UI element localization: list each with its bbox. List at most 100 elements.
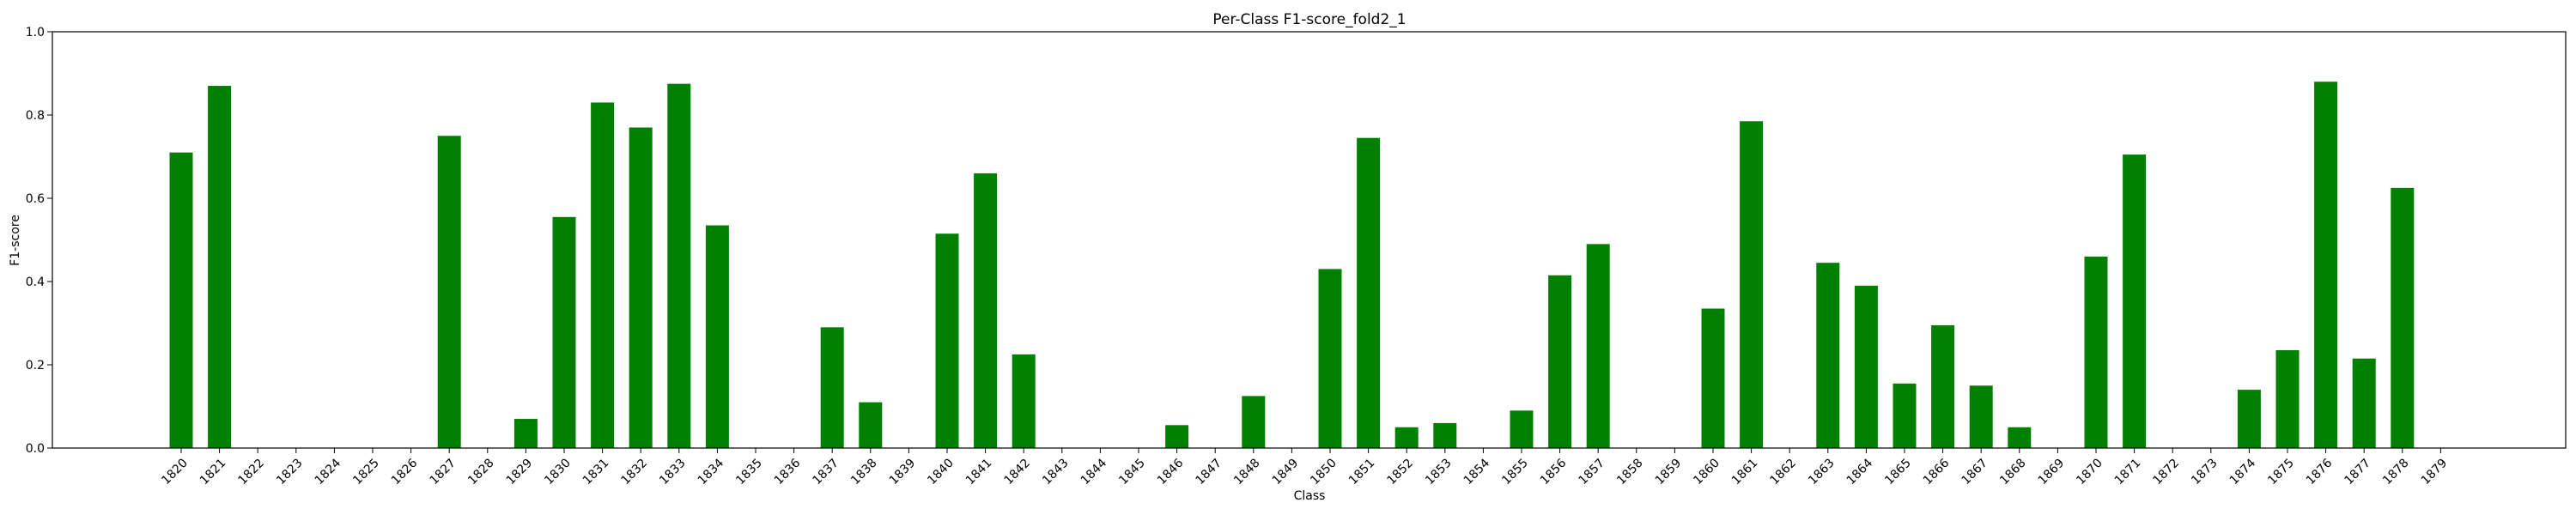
y-axis-label: F1-score	[9, 215, 22, 266]
bar-1840	[935, 233, 959, 448]
x-tick-label-1854: 1854	[1461, 456, 1493, 488]
x-tick-label-1866: 1866	[1921, 456, 1953, 488]
x-tick-label-1865: 1865	[1882, 457, 1914, 488]
x-tick-label-1859: 1859	[1653, 457, 1685, 488]
x-tick-label-1877: 1877	[2342, 457, 2374, 488]
x-tick-label-1879: 1879	[2419, 457, 2451, 488]
bar-1870	[2084, 256, 2108, 448]
x-tick-label-1831: 1831	[580, 457, 612, 488]
x-tick-label-1841: 1841	[963, 457, 995, 488]
x-tick-label-1822: 1822	[236, 457, 268, 488]
x-axis-label: Class	[1294, 489, 1326, 503]
bar-1860	[1701, 308, 1725, 448]
x-tick-label-1832: 1832	[619, 457, 651, 488]
bar-1842	[1012, 354, 1036, 449]
bar-1853	[1433, 422, 1457, 448]
x-tick-label-1826: 1826	[389, 456, 421, 488]
bar-1868	[2008, 427, 2032, 448]
bar-1837	[820, 327, 844, 448]
bar-1863	[1816, 263, 1840, 448]
x-tick-label-1867: 1867	[1959, 457, 1991, 488]
x-tick-label-1845: 1845	[1116, 457, 1148, 488]
x-tick-label-1850: 1850	[1308, 457, 1340, 488]
chart-title: Per-Class F1-score_fold2_1	[1212, 11, 1406, 28]
bar-1851	[1357, 137, 1381, 448]
bar-1827	[437, 136, 461, 448]
x-tick-label-1823: 1823	[274, 457, 306, 488]
x-tick-label-1860: 1860	[1691, 457, 1722, 488]
x-tick-label-1878: 1878	[2380, 457, 2412, 488]
bar-1876	[2314, 82, 2338, 448]
x-tick-label-1844: 1844	[1078, 456, 1110, 488]
bar-1864	[1854, 285, 1878, 448]
bar-1841	[974, 173, 998, 448]
bar-1831	[591, 102, 615, 448]
x-tick-label-1828: 1828	[465, 457, 497, 488]
y-axis: 0.0 0.2 0.4 0.6 0.8 1.0	[26, 26, 52, 456]
bar-1850	[1318, 269, 1342, 448]
y-tick-label-0.6: 0.6	[26, 192, 45, 206]
bar-1846	[1165, 425, 1189, 448]
x-tick-label-1836: 1836	[772, 456, 804, 488]
y-tick-label-0.0: 0.0	[26, 442, 45, 456]
x-tick-label-1821: 1821	[197, 457, 229, 488]
plot-frame	[52, 31, 2567, 449]
x-tick-label-1856: 1856	[1538, 456, 1570, 488]
x-tick-label-1848: 1848	[1231, 457, 1263, 488]
bar-1874	[2237, 390, 2261, 448]
x-tick-label-1827: 1827	[428, 457, 459, 488]
bars-group	[169, 82, 2415, 449]
x-tick-label-1863: 1863	[1806, 457, 1838, 488]
x-tick-label-1858: 1858	[1614, 457, 1646, 488]
x-tick-label-1847: 1847	[1194, 457, 1225, 488]
x-tick-label-1842: 1842	[1002, 457, 1034, 488]
x-tick-label-1870: 1870	[2074, 457, 2105, 488]
x-tick-label-1861: 1861	[1729, 457, 1761, 488]
x-tick-label-1851: 1851	[1346, 457, 1378, 488]
x-tick-label-1853: 1853	[1423, 457, 1455, 488]
bar-1875	[2275, 350, 2300, 448]
bar-1861	[1740, 121, 1764, 448]
y-tick-label-0.8: 0.8	[26, 109, 45, 123]
x-tick-label-1838: 1838	[848, 457, 880, 488]
x-axis: 1820 1821 1822 1823 1824 1825 1826 1827 1828 1829…	[159, 448, 2450, 488]
bar-1866	[1931, 324, 1955, 448]
bar-1857	[1586, 244, 1610, 448]
x-tick-label-1852: 1852	[1385, 457, 1417, 488]
x-tick-label-1833: 1833	[657, 457, 689, 488]
x-tick-label-1830: 1830	[542, 457, 574, 488]
x-tick-label-1864: 1864	[1844, 456, 1876, 488]
x-tick-label-1825: 1825	[350, 457, 382, 488]
x-tick-label-1820: 1820	[159, 457, 191, 488]
bar-1855	[1510, 410, 1534, 448]
x-tick-label-1875: 1875	[2265, 457, 2297, 488]
x-tick-label-1862: 1862	[1768, 457, 1800, 488]
bar-1832	[629, 127, 653, 449]
bar-1833	[667, 83, 691, 449]
x-tick-label-1872: 1872	[2151, 457, 2183, 488]
x-tick-label-1849: 1849	[1270, 457, 1302, 488]
bar-1830	[552, 216, 576, 448]
bar-1838	[859, 402, 883, 448]
bar-1856	[1548, 275, 1572, 448]
bar-1820	[169, 152, 193, 448]
bar-1848	[1242, 396, 1266, 449]
bar-1865	[1893, 383, 1917, 448]
x-tick-label-1843: 1843	[1040, 457, 1072, 488]
bar-1834	[705, 225, 729, 448]
x-tick-label-1876: 1876	[2304, 456, 2336, 488]
x-tick-label-1824: 1824	[313, 456, 344, 488]
bar-1852	[1394, 427, 1419, 448]
x-tick-label-1871: 1871	[2112, 457, 2144, 488]
y-tick-label-1.0: 1.0	[26, 26, 45, 39]
x-tick-label-1857: 1857	[1577, 457, 1608, 488]
x-tick-label-1840: 1840	[925, 457, 957, 488]
bar-1878	[2391, 187, 2415, 449]
y-tick-label-0.4: 0.4	[26, 276, 45, 289]
bar-1829	[513, 419, 538, 448]
y-tick-label-0.2: 0.2	[26, 359, 45, 373]
x-tick-label-1839: 1839	[887, 457, 919, 488]
x-tick-label-1834: 1834	[696, 456, 727, 488]
